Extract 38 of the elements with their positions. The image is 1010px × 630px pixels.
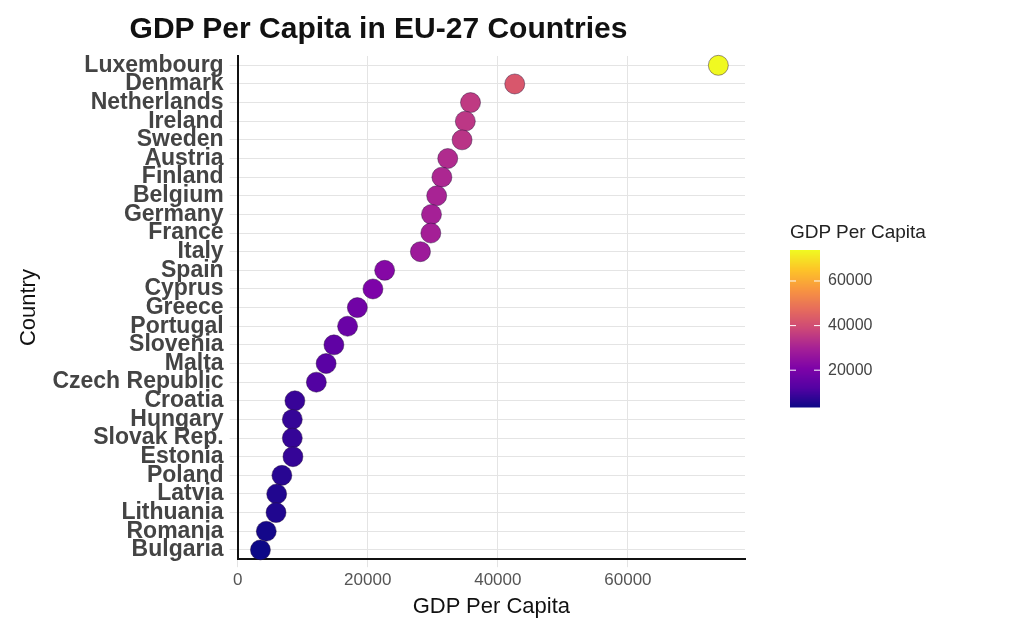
point (265, 502, 287, 524)
point (362, 278, 384, 300)
color-bar-label: 40000 (828, 316, 873, 334)
x-tick-label: 60000 (604, 570, 652, 590)
point (271, 464, 293, 486)
x-tick-label: 20000 (344, 570, 392, 590)
point (281, 408, 303, 430)
point (255, 520, 277, 542)
point (346, 297, 368, 319)
point (454, 110, 476, 132)
point (504, 73, 526, 95)
point (284, 390, 306, 412)
x-tick-label: 40000 (474, 570, 522, 590)
point (266, 483, 288, 505)
x-tick-label: 0 (232, 570, 243, 590)
x-axis-title: GDP Per Capita (412, 592, 571, 618)
chart-title: GDP Per Capita in EU-27 Countries (129, 11, 628, 45)
color-bar-title: GDP Per Capita (790, 221, 927, 242)
point (460, 92, 482, 114)
point (451, 129, 473, 151)
point (337, 315, 359, 337)
point (281, 427, 303, 449)
point (437, 148, 459, 169)
point (409, 241, 431, 263)
point (305, 371, 327, 393)
point (707, 54, 729, 76)
point (431, 166, 453, 188)
color-bar-label: 60000 (828, 271, 873, 289)
point (249, 539, 271, 561)
point (323, 334, 345, 356)
point (420, 222, 442, 244)
color-bar-label: 20000 (828, 360, 873, 378)
y-axis-title: Country (15, 269, 41, 347)
point (282, 446, 304, 468)
point (420, 203, 442, 225)
point (374, 259, 396, 281)
point (315, 353, 337, 375)
point (426, 185, 448, 207)
